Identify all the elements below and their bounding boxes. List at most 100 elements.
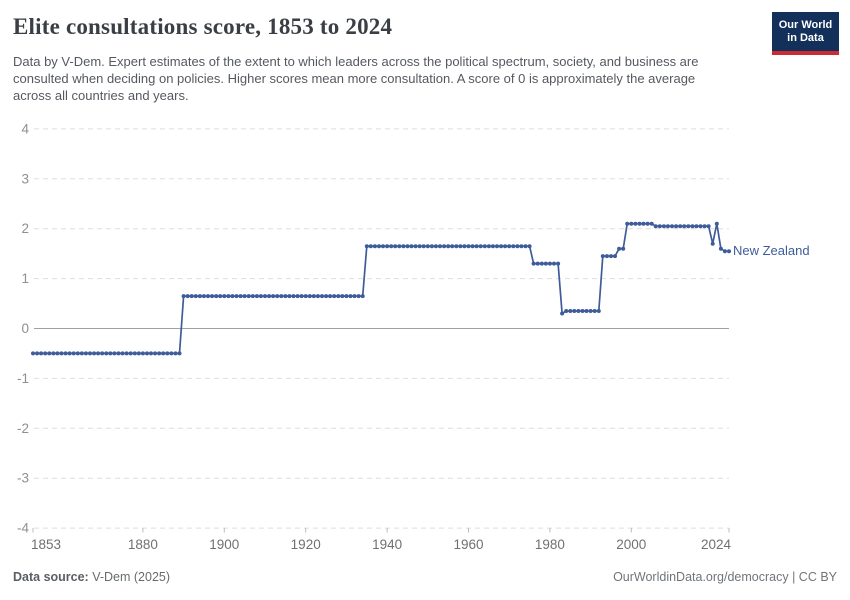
data-point [218, 294, 223, 299]
data-point [710, 241, 715, 246]
data-point [31, 351, 35, 356]
data-point [92, 351, 97, 356]
data-point [535, 261, 540, 266]
data-point [275, 294, 280, 299]
data-point [466, 244, 471, 249]
data-point [226, 294, 231, 299]
data-point [222, 294, 227, 299]
data-point [295, 294, 300, 299]
data-point [690, 224, 695, 229]
data-point [389, 244, 394, 249]
data-point [47, 351, 52, 356]
data-point [482, 244, 487, 249]
y-tick-label: 4 [21, 121, 29, 136]
data-point [405, 244, 410, 249]
y-tick-label: 2 [21, 221, 29, 236]
data-point [193, 294, 198, 299]
data-point [258, 294, 263, 299]
data-point [543, 261, 548, 266]
x-tick-label: 1900 [209, 537, 239, 552]
data-point [722, 249, 727, 254]
data-point [153, 351, 158, 356]
series-line-new-zealand[interactable] [33, 222, 729, 355]
data-point [714, 221, 719, 226]
data-point [336, 294, 341, 299]
data-point [348, 294, 353, 299]
data-point [454, 244, 459, 249]
data-point [446, 244, 451, 249]
data-point [609, 254, 613, 259]
data-point [112, 351, 117, 356]
data-point [157, 351, 162, 356]
data-point [547, 261, 552, 266]
data-point [401, 244, 406, 249]
data-point [71, 351, 76, 356]
data-point [694, 224, 699, 229]
data-point [613, 254, 617, 259]
owid-logo[interactable]: Our World in Data [772, 12, 839, 55]
data-point [206, 294, 210, 299]
data-point [580, 309, 585, 313]
data-point [572, 309, 577, 313]
data-point [556, 261, 561, 266]
data-point [433, 244, 438, 249]
page-title: Elite consultations score, 1853 to 2024 [13, 14, 393, 39]
data-point [641, 221, 646, 226]
data-point [702, 224, 707, 229]
x-tick-label: 2024 [701, 537, 732, 552]
data-point [625, 221, 630, 226]
data-point [246, 294, 251, 299]
data-point [515, 244, 520, 249]
data-point [458, 244, 463, 249]
data-point [43, 351, 48, 356]
data-point [197, 294, 202, 299]
data-point [210, 294, 215, 299]
data-point [706, 224, 711, 229]
data-point [560, 311, 565, 316]
x-tick-label: 1940 [372, 537, 402, 552]
data-point [267, 294, 272, 299]
data-point [678, 224, 683, 229]
data-point [499, 244, 504, 249]
data-point [364, 244, 369, 249]
data-point [438, 244, 442, 249]
data-point [727, 249, 731, 254]
data-point [88, 351, 92, 356]
data-point [568, 309, 573, 313]
owid-logo-line1: Our World [778, 18, 833, 31]
data-point [474, 244, 479, 249]
x-tick-label: 1880 [128, 537, 158, 552]
data-point [104, 351, 109, 356]
data-source-value: V-Dem (2025) [88, 570, 171, 584]
data-point [332, 294, 337, 299]
data-point [136, 351, 141, 356]
data-point [250, 294, 255, 299]
data-point [83, 351, 88, 356]
data-point [527, 244, 532, 249]
data-point [307, 294, 312, 299]
data-point [674, 224, 679, 229]
data-point [686, 224, 691, 229]
data-point [214, 294, 219, 299]
data-point [377, 244, 381, 249]
data-point [320, 294, 324, 299]
data-point [67, 351, 72, 356]
data-point [173, 351, 178, 356]
data-point [523, 244, 528, 249]
series-label-new-zealand[interactable]: New Zealand [733, 243, 810, 259]
data-point [413, 244, 418, 249]
credit-link[interactable]: OurWorldinData.org/democracy | CC BY [613, 570, 837, 584]
data-point [564, 309, 569, 313]
data-point [181, 294, 186, 299]
data-point [303, 294, 308, 299]
data-point [621, 246, 626, 251]
data-source-note: Data source: V-Dem (2025) [13, 570, 170, 584]
data-point [698, 224, 703, 229]
x-tick-label: 1980 [535, 537, 565, 552]
data-point [79, 351, 84, 356]
data-point [352, 294, 357, 299]
data-point [604, 254, 609, 259]
data-point [421, 244, 426, 249]
